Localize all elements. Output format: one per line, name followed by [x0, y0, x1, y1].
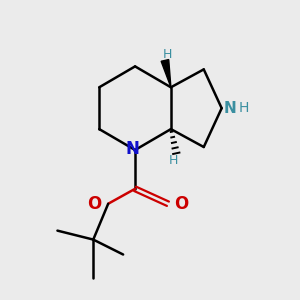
Text: N: N: [125, 140, 139, 158]
Text: O: O: [87, 195, 102, 213]
Text: N: N: [223, 101, 236, 116]
Text: H: H: [163, 48, 172, 61]
Text: H: H: [169, 154, 178, 166]
Text: O: O: [175, 195, 189, 213]
Text: H: H: [239, 101, 249, 115]
Polygon shape: [161, 60, 171, 87]
